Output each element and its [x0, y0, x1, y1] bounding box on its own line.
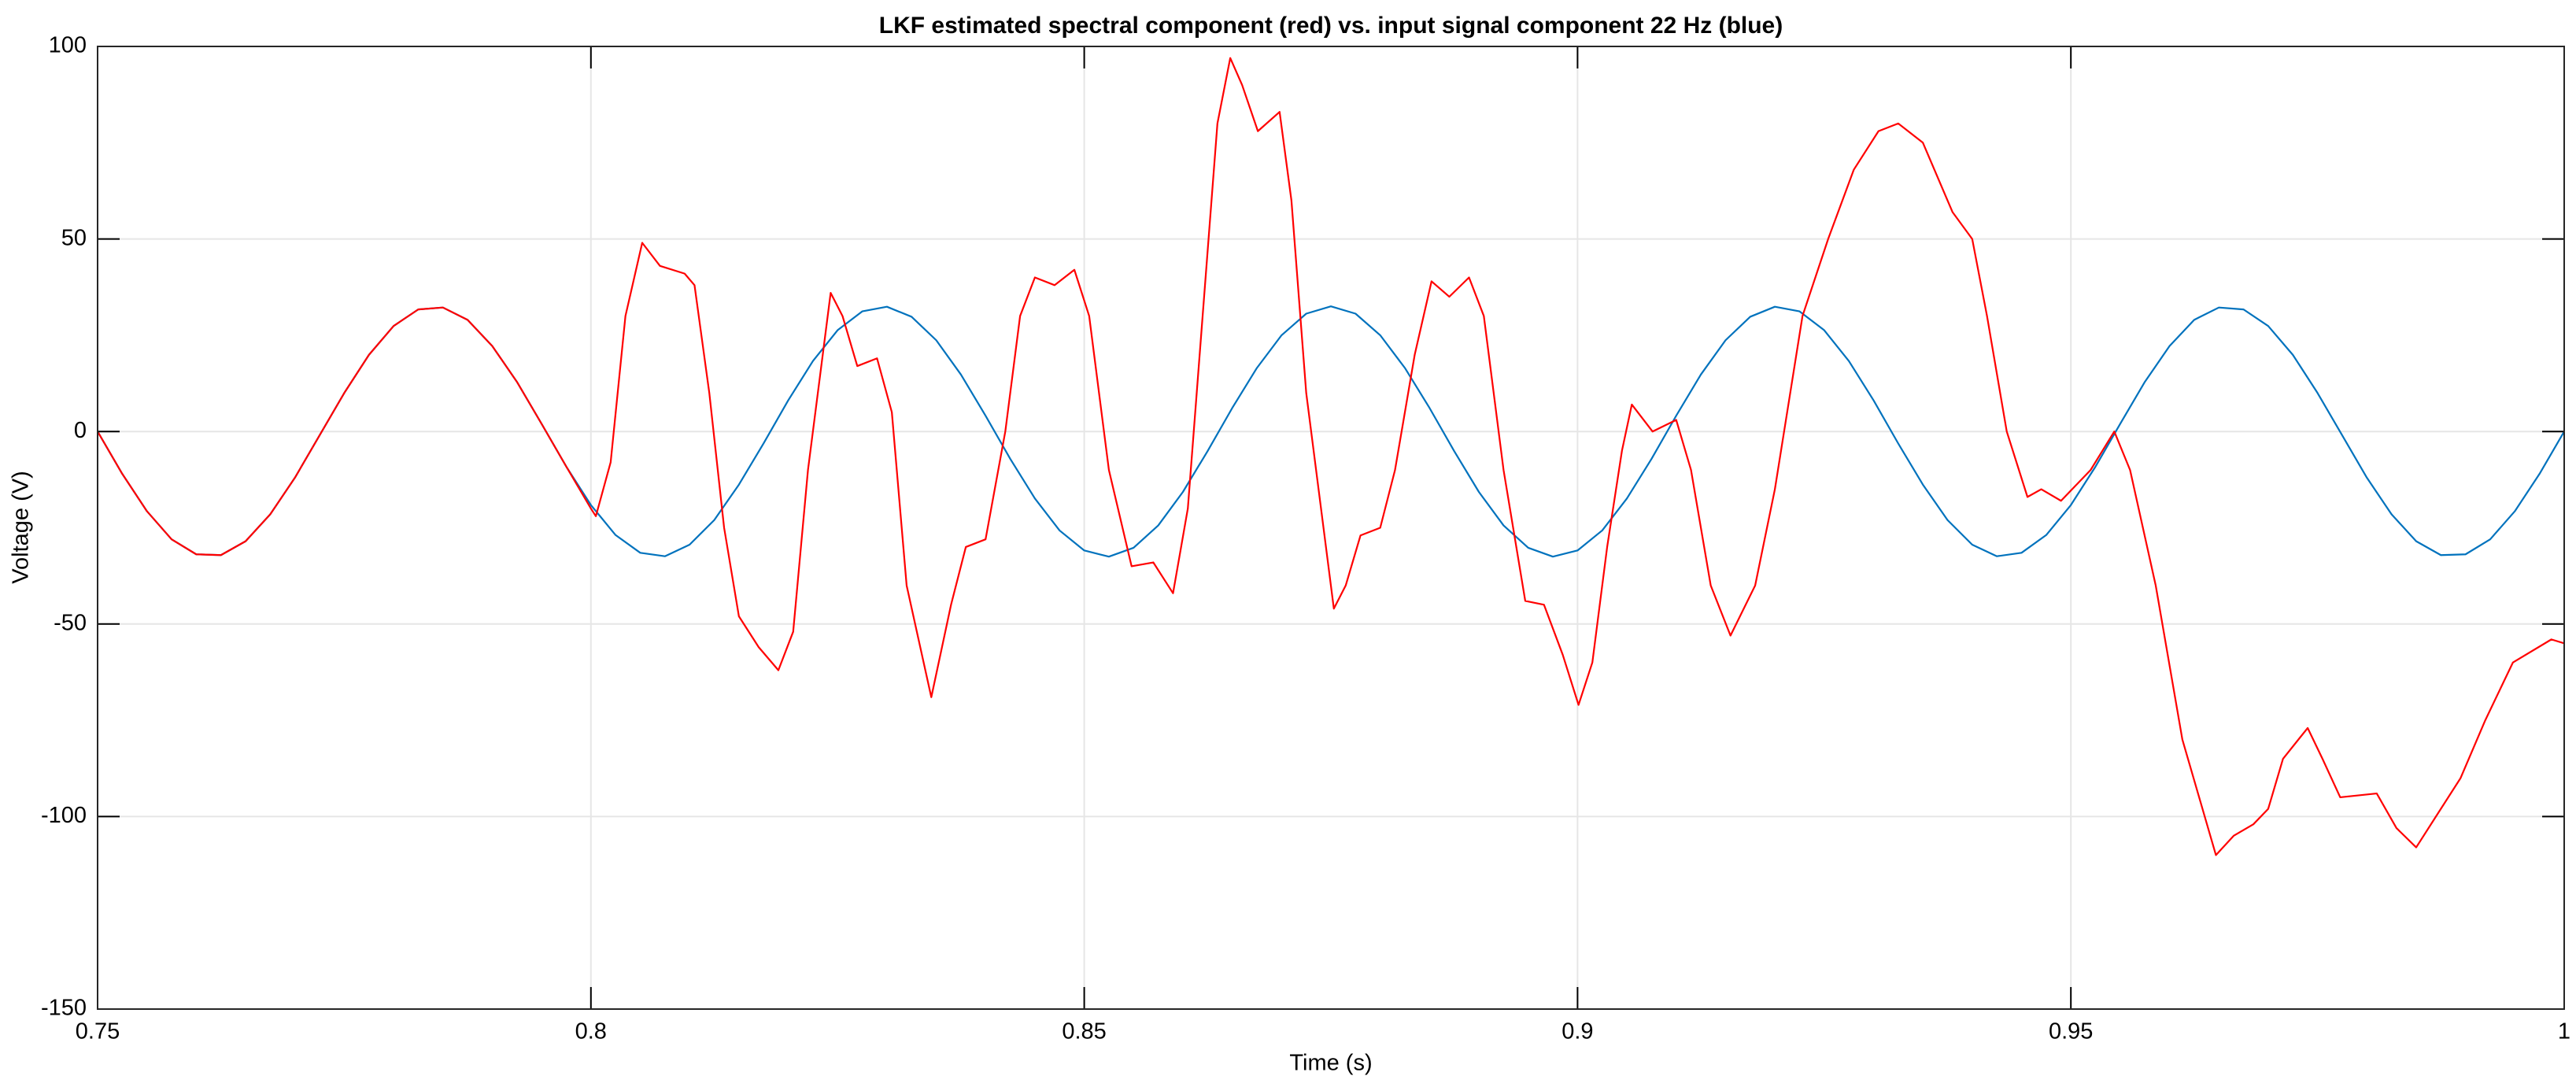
x-tick-label: 0.8: [575, 1019, 607, 1044]
y-tick-label: -100: [41, 803, 87, 828]
x-tick-label: 0.75: [76, 1019, 120, 1044]
axes: 0.75 0.8 0.85 0.9 0.95 1 -150 -100 -50 0 50 100: [41, 33, 2570, 1044]
y-tick-label: -150: [41, 996, 87, 1021]
x-tick-label: 0.95: [2049, 1019, 2093, 1044]
x-tick-label: 1: [2558, 1019, 2570, 1044]
y-tick-label: 50: [61, 225, 87, 250]
x-tick-label: 0.9: [1561, 1019, 1593, 1044]
y-tick-label: 100: [49, 33, 87, 58]
x-tick-label: 0.85: [1062, 1019, 1106, 1044]
series-line: [97, 57, 2565, 856]
y-axis-label: Voltage (V): [9, 471, 34, 583]
plot-lines: [97, 57, 2565, 856]
plot-frame: [97, 46, 2565, 1010]
y-tick-label: -50: [54, 610, 87, 635]
x-axis-label: Time (s): [1289, 1051, 1372, 1076]
chart-title: LKF estimated spectral component (red) v…: [879, 13, 1783, 39]
y-tick-label: 0: [74, 418, 87, 443]
